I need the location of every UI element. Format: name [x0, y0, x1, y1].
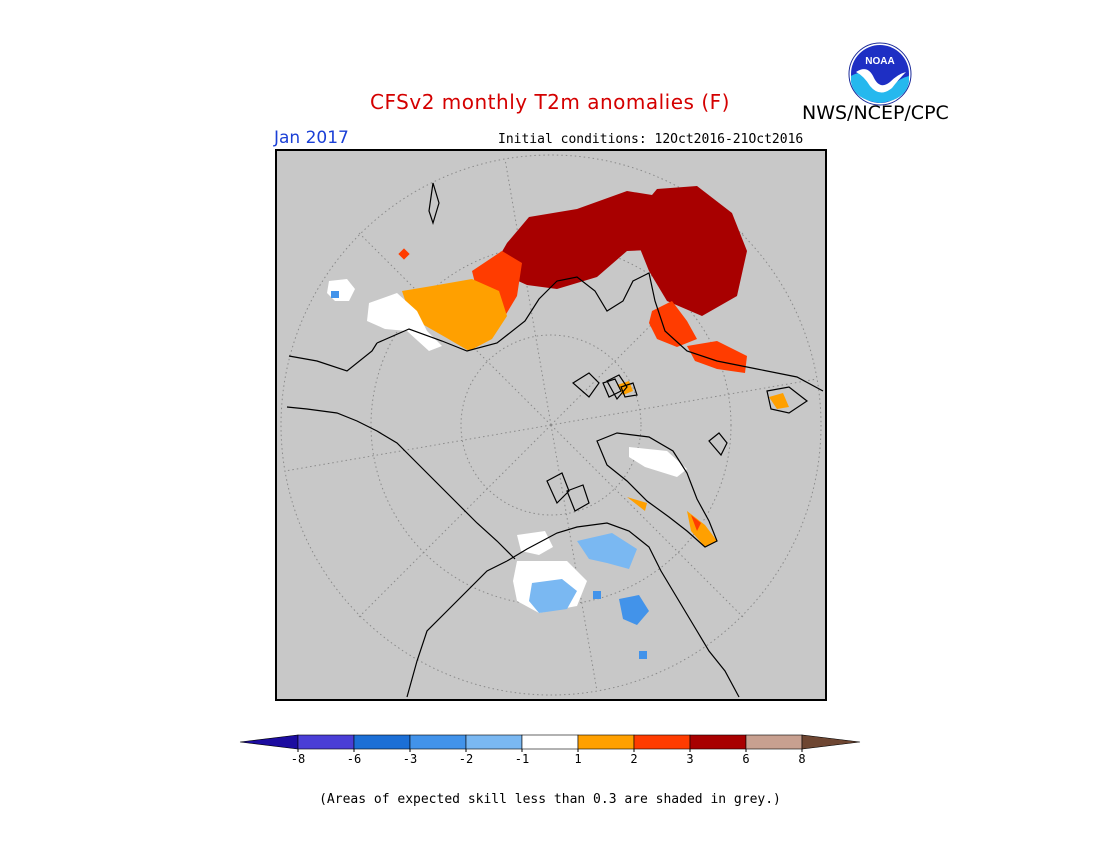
warm-anomaly-regions [327, 186, 789, 409]
noaa-logo: NOAA [848, 42, 912, 106]
colorbar-bins [239, 734, 861, 750]
colorbar-tick-label: 3 [686, 752, 693, 766]
organization-label: NWS/NCEP/CPC [802, 102, 949, 124]
colorbar-bin [577, 734, 635, 750]
colorbar-tick-label: 8 [798, 752, 805, 766]
colorbar-bin [521, 734, 579, 750]
colorbar: -8 -6 -3 -2 -1 1 2 3 6 8 [239, 734, 861, 766]
cold-anomaly-regions [513, 447, 717, 659]
coastlines [286, 182, 824, 698]
polar-map-panel [275, 149, 827, 701]
colorbar-ticks: -8 -6 -3 -2 -1 1 2 3 6 8 [291, 749, 806, 766]
polar-stereographic-map [280, 154, 824, 698]
colorbar-bin [689, 734, 747, 750]
colorbar-tick-label: -1 [515, 752, 529, 766]
colorbar-bin-high-extend [801, 734, 861, 750]
colorbar-tick-label: -3 [403, 752, 417, 766]
map-title: CFSv2 monthly T2m anomalies (F) [370, 90, 730, 114]
forecast-month-label: Jan 2017 [274, 128, 349, 148]
colorbar-tick-label: 1 [574, 752, 581, 766]
colorbar-tick-label: -2 [459, 752, 473, 766]
colorbar-bin [353, 734, 411, 750]
colorbar-bin [409, 734, 467, 750]
skill-footnote: (Areas of expected skill less than 0.3 a… [319, 792, 781, 807]
colorbar-tick-label: -6 [347, 752, 361, 766]
colorbar-bin [465, 734, 523, 750]
colorbar-tick-label: 6 [742, 752, 749, 766]
colorbar-tick-label: 2 [630, 752, 637, 766]
colorbar-bin-low-extend [239, 734, 299, 750]
colorbar-tick-label: -8 [291, 752, 305, 766]
svg-text:NOAA: NOAA [865, 56, 894, 67]
initial-conditions-label: Initial conditions: 12Oct2016-21Oct2016 [498, 132, 804, 147]
colorbar-bin [297, 734, 355, 750]
colorbar-bin [633, 734, 691, 750]
latitude-circles [280, 154, 822, 696]
colorbar-bin [745, 734, 803, 750]
